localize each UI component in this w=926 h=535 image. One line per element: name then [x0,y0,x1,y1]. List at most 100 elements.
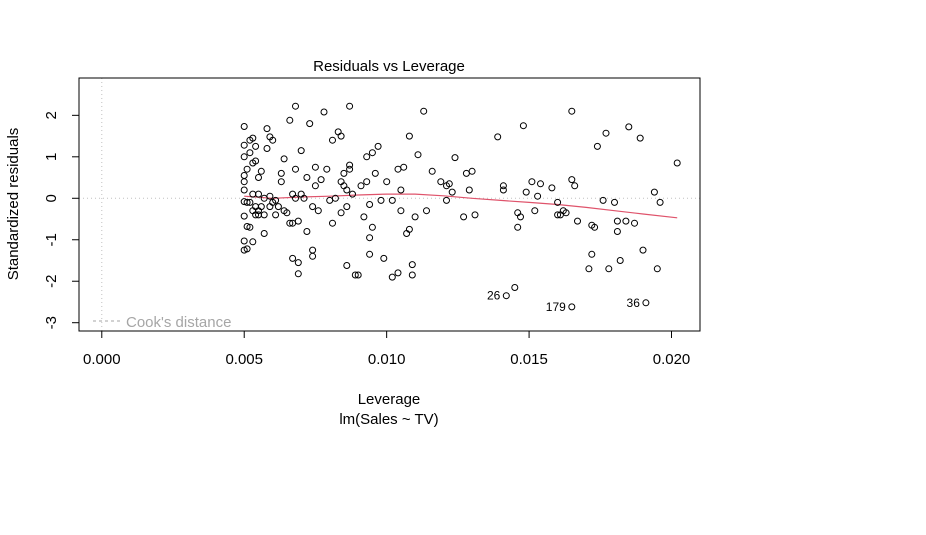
legend: Cook's distance [93,314,231,331]
data-point [357,182,365,190]
data-point [408,261,416,269]
data-point [337,209,345,217]
data-point [368,149,376,157]
data-point [311,163,319,171]
data-point [380,254,388,262]
data-point [303,174,311,181]
data-point [528,178,536,186]
data-point [343,203,351,211]
data-point [650,188,658,196]
data-point [286,116,294,124]
data-point [243,223,251,230]
data-point [377,196,385,204]
data-point [317,176,325,184]
data-point [602,129,610,137]
y-tick-label: -1 [43,233,60,246]
data-point [405,225,413,233]
data-point [499,186,507,194]
point-labels: 26 179 36 [487,289,640,314]
data-point [537,180,544,188]
data-point [346,165,354,173]
data-point [294,270,302,278]
data-point [260,211,268,219]
data-point [494,133,502,141]
data-point [588,250,596,258]
data-point [554,198,562,206]
data-point [263,145,271,152]
data-point [346,102,354,110]
data-point [240,212,248,220]
data-point [383,178,391,186]
data-point [591,223,599,231]
data-point [517,213,524,221]
data-point [571,182,579,190]
x-tick-label: 0.015 [510,351,548,368]
data-point [274,203,282,211]
reference-lines [79,78,700,331]
y-tick-label: -2 [43,275,60,288]
data-point [639,246,647,254]
data-point [277,178,285,186]
data-point [309,252,317,260]
data-point [397,207,405,215]
data-point [388,273,396,281]
data-point [351,271,359,279]
data-point [511,284,519,291]
data-point [346,161,354,169]
data-point [263,125,271,133]
data-point [323,165,331,173]
data-point [257,167,265,175]
data-point [613,228,621,235]
x-tick-label: 0.000 [83,351,121,368]
data-point [306,120,314,128]
smoother-line [244,193,678,219]
data-point [280,155,288,163]
data-point [471,211,479,219]
data-point [548,184,556,192]
data-point [297,147,305,155]
y-tick-label: -3 [43,316,60,329]
data-point [656,198,664,206]
data-point [294,259,302,267]
data-point [414,151,422,159]
x-axis-label: Leverage [358,391,421,408]
data-point [519,122,527,130]
data-point [255,174,262,181]
y-tick-label: 2 [43,111,60,119]
data-point [460,213,468,221]
data-point [423,207,430,215]
data-point [568,176,576,184]
y-axis-label: Standardized residuals [5,128,22,281]
data-point [522,188,530,196]
data-point [534,192,542,200]
data-point [642,299,650,307]
data-point [246,198,254,206]
data-point [366,201,374,208]
data-point [246,223,254,231]
data-point [562,209,570,217]
data-point [568,107,576,115]
data-point [243,245,251,253]
data-point [314,207,322,215]
data-point [400,163,408,171]
data-point [653,265,661,273]
data-point [243,165,251,173]
data-point [249,134,257,142]
data-point [443,196,450,204]
data-point [397,186,405,194]
plot-frame [78,77,701,332]
data-point [240,123,248,130]
data-point [366,234,374,242]
data-point [240,172,248,179]
data-point [599,196,607,204]
data-point [611,198,618,206]
y-tick-label: 1 [43,153,60,161]
data-point [252,157,260,165]
data-point [531,207,539,215]
data-point [272,196,280,204]
y-tick-label: 0 [43,194,60,202]
data-point [514,223,522,231]
data-point [292,194,299,202]
data-point [303,228,311,235]
